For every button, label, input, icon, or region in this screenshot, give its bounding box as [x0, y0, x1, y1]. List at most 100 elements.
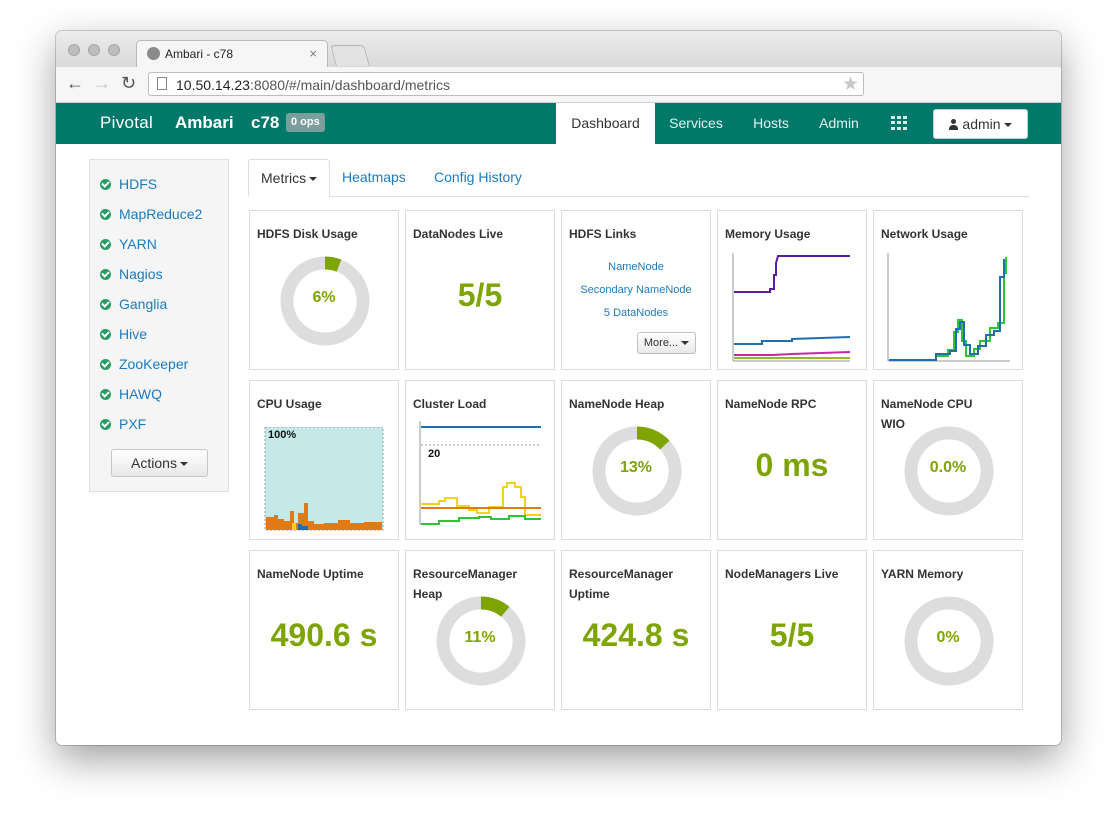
sidebar-item-ganglia[interactable]: Ganglia	[100, 296, 167, 314]
tab-config-history[interactable]: Config History	[434, 169, 522, 185]
widget-title: DataNodes Live	[413, 227, 504, 241]
tab-strip: Ambari - c78 ×	[56, 31, 1061, 67]
bookmark-star-icon[interactable]: ★	[841, 74, 859, 95]
brand-ambari[interactable]: Ambari	[175, 113, 234, 132]
check-circle-icon	[100, 359, 111, 370]
network-usage-graph	[887, 253, 1010, 362]
link-namenode[interactable]: NameNode	[608, 261, 664, 273]
minimize-window-button[interactable]	[88, 44, 100, 56]
widget-title: Cluster Load	[413, 397, 487, 411]
tab-metrics[interactable]: Metrics	[248, 159, 331, 197]
hdfs-disk-donut	[280, 256, 370, 346]
link-secondary-namenode[interactable]: Secondary NameNode	[580, 284, 692, 296]
widget-title: Network Usage	[881, 227, 968, 241]
cluster-load-graph: 20	[419, 421, 541, 525]
widget-resourcemanager-heap[interactable]: ResourceManager Heap 11%	[405, 550, 555, 710]
widget-network-usage[interactable]: Network Usage	[873, 210, 1023, 370]
widget-resourcemanager-uptime[interactable]: ResourceManager Uptime 424.8 s	[561, 550, 711, 710]
sidebar-item-hawq[interactable]: HAWQ	[100, 386, 162, 404]
widget-cpu-usage[interactable]: CPU Usage 100%	[249, 380, 399, 540]
page-icon	[157, 77, 167, 90]
nodemanagers-value: 5/5	[769, 617, 815, 653]
widget-cluster-load[interactable]: Cluster Load 20	[405, 380, 555, 540]
link-datanodes[interactable]: 5 DataNodes	[603, 307, 669, 319]
namenode-uptime-value: 490.6 s	[270, 617, 378, 653]
hdfs-links-list: NameNode Secondary NameNode 5 DataNodes	[562, 256, 710, 325]
user-icon	[949, 119, 959, 130]
address-bar[interactable]: 10.50.14.23:8080/#/main/dashboard/metric…	[148, 72, 864, 96]
widget-namenode-cpu-wio[interactable]: NameNode CPU WIO 0.0%	[873, 380, 1023, 540]
hdfs-disk-value: 6%	[312, 289, 336, 306]
namenode-cpu-donut	[904, 426, 994, 516]
widget-namenode-rpc[interactable]: NameNode RPC 0 ms	[717, 380, 867, 540]
widget-title: HDFS Disk Usage	[257, 227, 358, 241]
resourcemanager-heap-value: 11%	[464, 629, 496, 646]
memory-usage-graph	[732, 253, 851, 362]
nav-hosts[interactable]: Hosts	[753, 115, 789, 131]
check-circle-icon	[100, 209, 111, 220]
widget-memory-usage[interactable]: Memory Usage	[717, 210, 867, 370]
app-header: Pivotal Ambari c78 0 ops Dashboard Servi…	[56, 103, 1061, 144]
cpu-area-yellow	[292, 523, 296, 530]
caret-down-icon	[179, 462, 188, 467]
check-circle-icon	[100, 419, 111, 430]
url-text: 10.50.14.23:8080/#/main/dashboard/metric…	[176, 77, 450, 93]
browser-tab[interactable]: Ambari - c78 ×	[136, 40, 328, 67]
zoom-window-button[interactable]	[108, 44, 120, 56]
yarn-memory-donut	[904, 596, 994, 686]
nav-services[interactable]: Services	[669, 115, 723, 131]
user-menu-button[interactable]: admin	[933, 109, 1028, 139]
namenode-rpc-value: 0 ms	[755, 447, 829, 483]
load-series-green	[421, 515, 541, 525]
caret-down-icon	[681, 341, 690, 346]
widget-namenode-heap[interactable]: NameNode Heap 13%	[561, 380, 711, 540]
sidebar-item-mapreduce2[interactable]: MapReduce2	[100, 206, 202, 224]
nav-admin[interactable]: Admin	[819, 115, 859, 131]
widget-hdfs-disk-usage[interactable]: HDFS Disk Usage 6%	[249, 210, 399, 370]
reload-icon[interactable]: ↻	[121, 73, 137, 93]
sidebar-item-pxf[interactable]: PXF	[100, 416, 146, 434]
network-series-blue	[889, 259, 1005, 361]
more-links-button[interactable]: More...	[637, 332, 696, 354]
memory-series-blue	[734, 336, 851, 345]
check-circle-icon	[100, 389, 111, 400]
services-sidebar: HDFS MapReduce2 YARN Nagios Ganglia Hive…	[89, 159, 229, 492]
widget-datanodes-live[interactable]: DataNodes Live 5/5	[405, 210, 555, 370]
widget-title: YARN Memory	[881, 567, 964, 581]
close-tab-icon[interactable]: ×	[309, 46, 317, 61]
widget-title: NodeManagers Live	[725, 567, 839, 581]
new-tab-button[interactable]	[330, 45, 370, 66]
cpu-usage-graph: 100%	[264, 427, 384, 531]
sidebar-item-yarn[interactable]: YARN	[100, 236, 157, 254]
widget-title: ResourceManager Uptime	[569, 567, 674, 601]
ops-badge[interactable]: 0 ops	[286, 113, 325, 132]
views-grid-icon[interactable]	[891, 116, 907, 130]
sidebar-item-nagios[interactable]: Nagios	[100, 266, 163, 284]
cpu-max-label: 100%	[268, 429, 296, 441]
load-series-yellow	[421, 482, 541, 516]
actions-button[interactable]: Actions	[111, 449, 208, 477]
widget-title: NameNode Heap	[569, 397, 665, 411]
user-name: admin	[962, 116, 1001, 132]
sidebar-item-hive[interactable]: Hive	[100, 326, 147, 344]
check-circle-icon	[100, 329, 111, 340]
cluster-name[interactable]: c78	[251, 113, 280, 132]
check-circle-icon	[100, 299, 111, 310]
tab-title: Ambari - c78	[165, 47, 234, 61]
memory-series-purple	[734, 255, 850, 293]
brand-pivotal[interactable]: Pivotal	[100, 113, 154, 132]
tab-heatmaps[interactable]: Heatmaps	[342, 169, 406, 185]
close-window-button[interactable]	[68, 44, 80, 56]
widget-nodemanagers-live[interactable]: NodeManagers Live 5/5	[717, 550, 867, 710]
resourcemanager-uptime-value: 424.8 s	[582, 617, 690, 653]
widget-hdfs-links[interactable]: HDFS Links NameNode Secondary NameNode 5…	[561, 210, 711, 370]
widget-title: NameNode CPU WIO	[881, 397, 973, 431]
forward-icon[interactable]: →	[93, 73, 111, 93]
sidebar-item-zookeeper[interactable]: ZooKeeper	[100, 356, 188, 374]
widget-yarn-memory[interactable]: YARN Memory 0%	[873, 550, 1023, 710]
nav-dashboard[interactable]: Dashboard	[556, 103, 655, 144]
caret-down-icon	[1003, 123, 1012, 128]
widget-namenode-uptime[interactable]: NameNode Uptime 490.6 s	[249, 550, 399, 710]
sidebar-item-hdfs[interactable]: HDFS	[100, 176, 157, 194]
back-icon[interactable]: ←	[66, 73, 84, 93]
